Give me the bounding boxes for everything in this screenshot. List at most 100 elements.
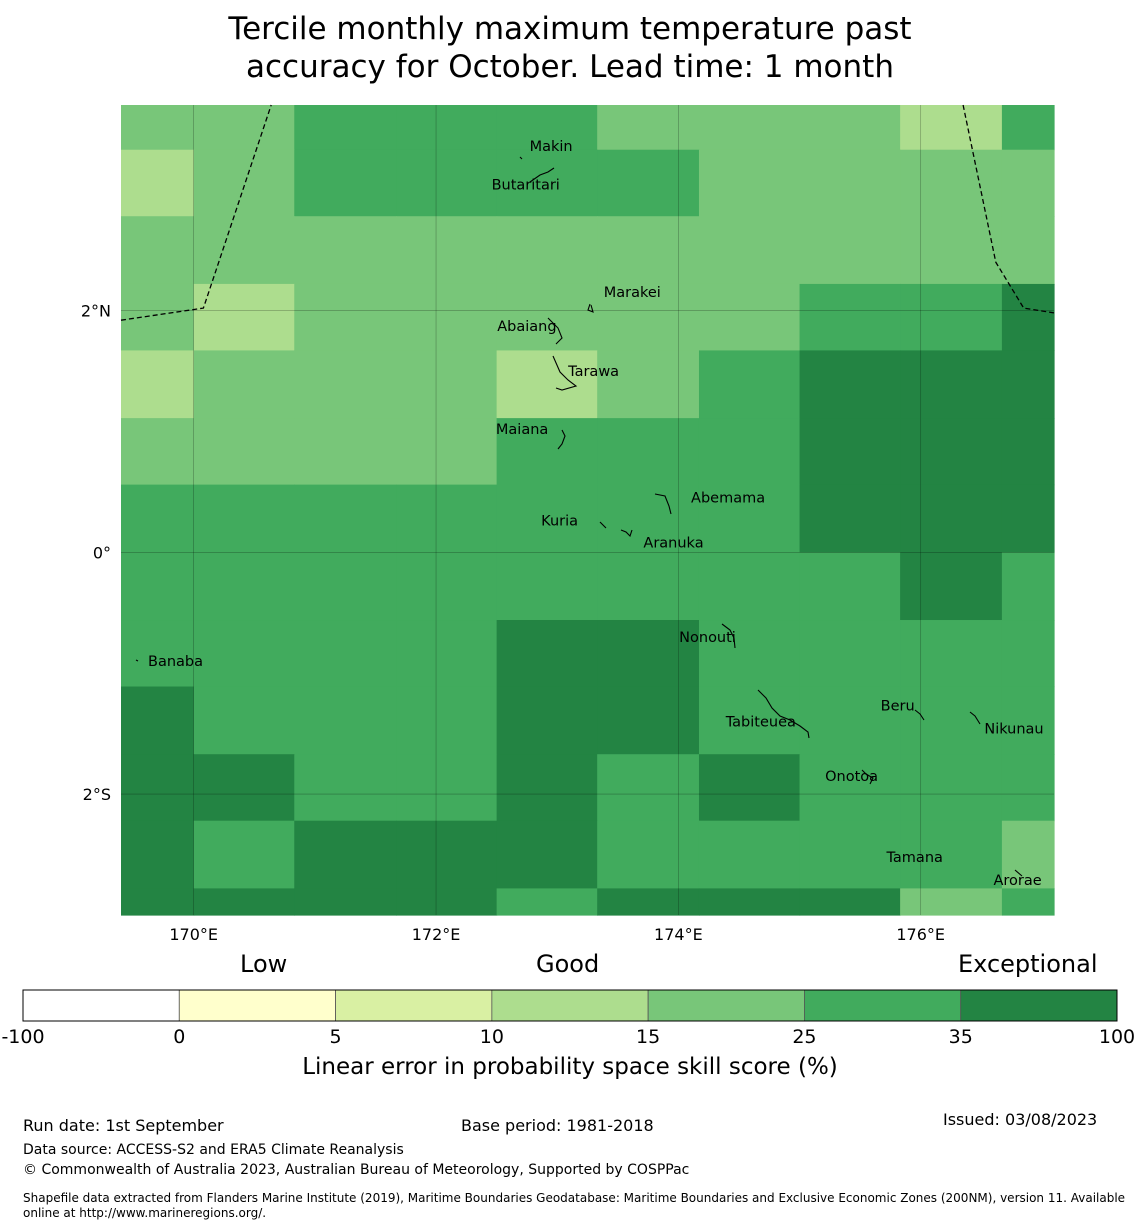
grid-cell [121,888,195,916]
place-label: Aranuka [643,536,703,552]
colorbar-tick-label: -100 [1,1026,44,1048]
grid-cell [496,350,598,419]
grid-cell [294,552,397,621]
place-label: Onotoa [825,769,878,785]
grid-cell [496,283,598,352]
grid-cell [1001,888,1055,916]
grid-cell [597,754,700,822]
map-title: Tercile monthly maximum temperature past… [0,10,1140,86]
place-label: Kuria [541,514,578,530]
grid-cell [193,754,295,822]
grid-cell [799,484,901,553]
grid-cell [294,620,397,688]
grid-cell [294,888,397,916]
grid-cell [1001,552,1055,621]
grid-cell [121,484,195,553]
lat-tick-label: 2°N [81,302,111,321]
grid-cell [698,350,801,419]
grid-cell [121,754,195,822]
grid-cell [193,620,295,688]
colorbar-tick-label: 0 [173,1026,185,1048]
grid-cell [396,283,498,352]
grid-cell [1001,216,1055,285]
grid-cell [698,105,801,151]
map-title-line-2: accuracy for October. Lead time: 1 month [246,49,894,85]
grid-cell [193,283,295,352]
grid-cell [396,350,498,419]
atoll-outline [969,711,981,725]
atoll-outline [721,623,736,649]
grid-cell [496,888,598,916]
atoll-outline [1014,869,1023,877]
grid-cell [496,754,598,822]
grid-cell [900,283,1003,352]
grid-cell [698,888,801,916]
grid-cell [193,105,295,151]
grid-cell [597,216,700,285]
grid-cell [698,418,801,486]
grid-cell [698,686,801,755]
atoll-outline [529,167,555,183]
grid-cell [496,820,598,889]
grid-cell [698,283,801,352]
grid-cell [1001,484,1055,553]
colorbar-segment [22,989,180,1022]
grid-cell [396,754,498,822]
grid-cell [1001,754,1055,822]
colorbar-tick-label: 100 [1099,1026,1135,1048]
grid-cell [799,552,901,621]
grid-cell [597,350,700,419]
eez-boundaries [120,104,1055,321]
place-label: Abaiang [497,319,556,335]
place-label: Marakei [604,285,661,301]
map-title-line-1: Tercile monthly maximum temperature past [228,11,912,47]
grid-cell [193,888,295,916]
grid-cell [900,105,1003,151]
grid-cell [396,620,498,688]
grid-cell [597,620,700,688]
grid-cell [496,552,598,621]
category-exceptional-label: Exceptional [958,950,1098,978]
grid-cell [294,418,397,486]
grid-cell [597,552,700,621]
category-good-label: Good [536,950,600,978]
place-label: Banaba [148,654,203,670]
lon-tick-label: 170°E [169,925,218,944]
run-date: Run date: 1st September [23,1116,224,1135]
place-label: Maiana [496,422,548,438]
base-period: Base period: 1981-2018 [461,1116,654,1135]
grid-cell [121,216,195,285]
grid-cell [121,283,195,352]
grid-cell [121,149,195,217]
lon-tick-label: 174°E [654,925,703,944]
grid-cell [193,216,295,285]
grid-cell [698,820,801,889]
atoll-outline [861,769,874,785]
place-label: Tabiteuea [725,714,796,730]
grid-cell [900,686,1003,755]
eez-boundary-line [120,104,272,321]
axis-tick-labels: 170°E 172°E 174°E 176°E 2°N 0° 2°S [81,302,945,944]
grid-cell [193,149,295,217]
grid-cell [396,820,498,889]
grid-cell [1001,820,1055,889]
grid-cell [193,484,295,553]
eez-boundary-line [962,104,1055,314]
grid-cell [396,484,498,553]
grid-cell [698,484,801,553]
grid-cell [900,754,1003,822]
grid-cell [900,216,1003,285]
grid-cell [597,149,700,217]
lon-tick-label: 172°E [412,925,461,944]
place-label: Abemama [691,491,765,507]
grid-cell [121,820,195,889]
grid-cell [496,620,598,688]
atoll-outline [620,529,633,538]
grid-cell [900,484,1003,553]
grid-cell [193,552,295,621]
grid-cell [900,888,1003,916]
grid-cell [294,149,397,217]
grid-cell [121,105,195,151]
place-label: Arorae [993,873,1041,889]
grid-cell [597,283,700,352]
